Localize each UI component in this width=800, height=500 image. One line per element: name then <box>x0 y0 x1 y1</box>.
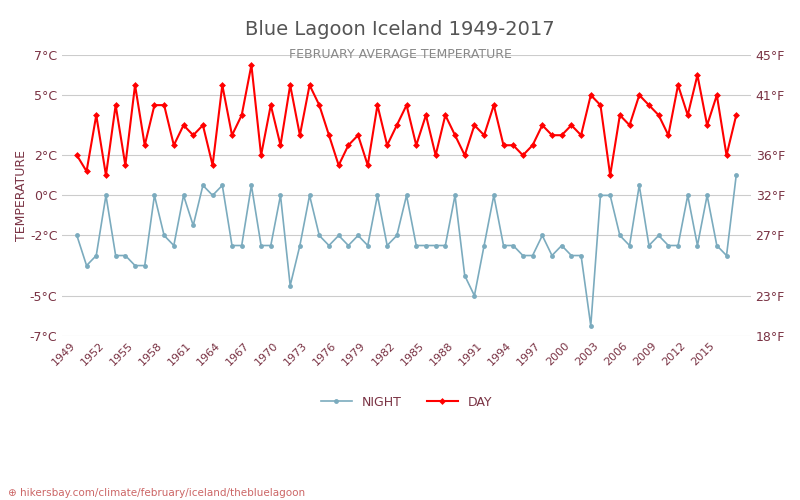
DAY <box>208 162 218 168</box>
NIGHT <box>286 282 295 288</box>
Y-axis label: TEMPERATURE: TEMPERATURE <box>15 150 28 241</box>
Text: Blue Lagoon Iceland 1949-2017: Blue Lagoon Iceland 1949-2017 <box>245 20 555 39</box>
DAY <box>731 112 741 118</box>
DAY <box>246 62 256 68</box>
DAY <box>596 102 606 108</box>
DAY <box>130 82 140 88</box>
Legend: NIGHT, DAY: NIGHT, DAY <box>316 390 498 413</box>
Text: ⊕ hikersbay.com/climate/february/iceland/thebluelagoon: ⊕ hikersbay.com/climate/february/iceland… <box>8 488 305 498</box>
Line: DAY: DAY <box>74 62 738 178</box>
NIGHT <box>450 192 460 198</box>
DAY <box>722 152 731 158</box>
DAY <box>72 152 82 158</box>
Text: FEBRUARY AVERAGE TEMPERATURE: FEBRUARY AVERAGE TEMPERATURE <box>289 48 511 60</box>
DAY <box>101 172 110 178</box>
NIGHT <box>731 172 741 178</box>
NIGHT <box>198 182 208 188</box>
DAY <box>470 122 479 128</box>
NIGHT <box>722 252 731 258</box>
Line: NIGHT: NIGHT <box>74 173 738 328</box>
NIGHT <box>72 232 82 238</box>
NIGHT <box>586 322 595 328</box>
DAY <box>189 132 198 138</box>
NIGHT <box>295 242 305 248</box>
NIGHT <box>121 252 130 258</box>
